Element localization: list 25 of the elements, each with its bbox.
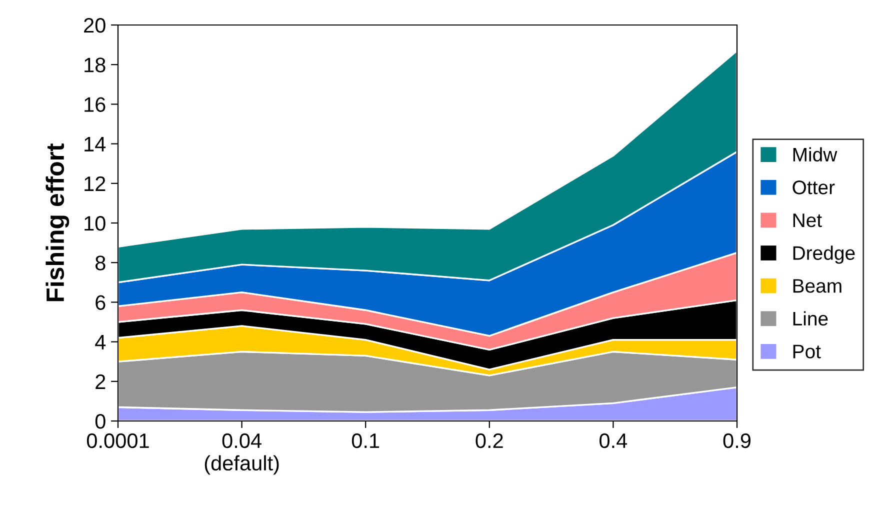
y-tick-label: 14 (84, 137, 106, 152)
y-tick-label: 2 (96, 374, 106, 389)
y-tick-label: 4 (95, 335, 106, 350)
x-tick-label: 0.1 (352, 433, 380, 448)
legend-label: Beam (793, 279, 842, 293)
y-tick-label: 8 (96, 256, 106, 270)
x-tick-label: 0.4 (600, 433, 628, 448)
legend-label: Otter (792, 180, 835, 194)
y-tick-label: 16 (84, 97, 106, 112)
y-tick-label: 18 (84, 58, 106, 72)
y-tick-label: 12 (84, 176, 106, 191)
x-tick-label: 0.04 (default) (204, 433, 279, 475)
y-tick-label: 6 (96, 295, 106, 310)
legend-label: Midw (793, 147, 838, 162)
legend-label: Net (793, 214, 822, 228)
y-tick-label: 10 (84, 216, 106, 231)
legend-label: Line (793, 311, 828, 326)
y-tick-label: 0 (95, 414, 106, 429)
x-tick-label: 0.9 (723, 433, 750, 448)
x-tick-label: 0.2 (476, 433, 503, 448)
legend-label: Pot (793, 344, 821, 358)
x-tick-label: 0.0001 (86, 433, 149, 448)
y-axis-title: Fishing effort (46, 143, 70, 302)
y-tick-label: 20 (84, 18, 106, 33)
legend-label: Dredge (793, 246, 855, 264)
